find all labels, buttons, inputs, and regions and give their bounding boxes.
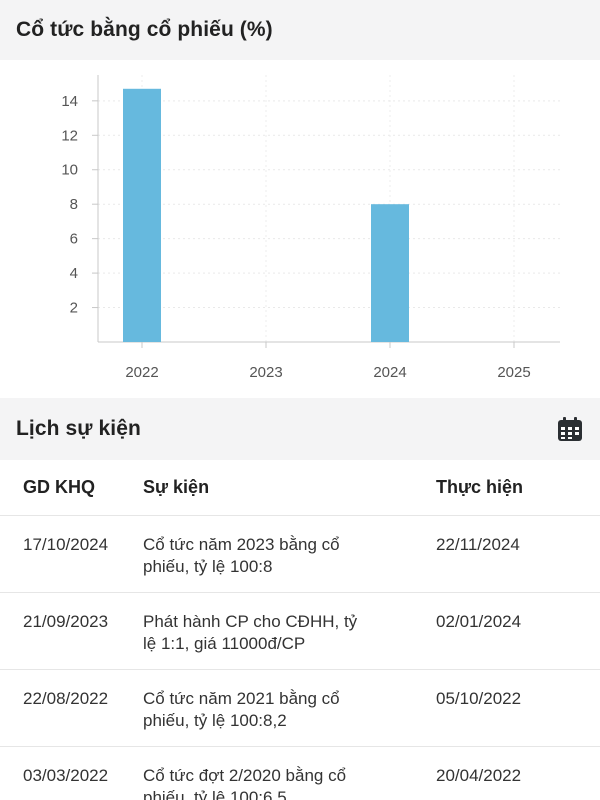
row-date: 21/09/2023	[23, 612, 109, 631]
row-event-line: lệ 1:1, giá 11000đ/CP	[143, 634, 306, 653]
row-event: Cổ tức năm 2023 bằng cổ phiếu, tỷ lệ 100…	[143, 534, 413, 592]
x-tick-label: 2023	[249, 364, 282, 381]
column-header-su-kien: Sự kiện	[143, 477, 210, 497]
x-tick-label: 2024	[373, 364, 406, 381]
row-event-line: Cổ tức đợt 2/2020 bằng cổ	[143, 766, 347, 785]
row-event-line: phiếu, tỷ lệ 100:8,2	[143, 711, 287, 730]
y-tick-label: 14	[61, 93, 78, 110]
row-done-date: 02/01/2024	[436, 612, 522, 631]
table-row[interactable]: 22/08/2022 Cổ tức năm 2021 bằng cổ phiếu…	[0, 670, 600, 747]
table-row[interactable]: 21/09/2023 Phát hành CP cho CĐHH, tỷ lệ …	[0, 593, 600, 670]
y-tick-label: 2	[70, 300, 78, 317]
table-row[interactable]: 17/10/2024 Cổ tức năm 2023 bằng cổ phiếu…	[0, 516, 600, 593]
column-header-thuc-hien: Thực hiện	[436, 477, 524, 497]
events-section-header: Lịch sự kiện	[0, 398, 600, 460]
row-event-line: phiếu, tỷ lệ 100:8	[143, 557, 273, 576]
events-table: GD KHQ Sự kiện Thực hiện 17/10/2024 Cổ t…	[0, 460, 600, 800]
row-event-line: Phát hành CP cho CĐHH, tỷ	[143, 612, 358, 631]
events-title: Lịch sự kiện	[16, 417, 141, 440]
row-event: Phát hành CP cho CĐHH, tỷ lệ 1:1, giá 11…	[143, 611, 413, 669]
calendar-icon[interactable]	[556, 415, 584, 443]
y-tick-label: 10	[61, 162, 78, 179]
row-event: Cổ tức năm 2021 bằng cổ phiếu, tỷ lệ 100…	[143, 688, 413, 746]
row-done-date: 05/10/2022	[436, 689, 522, 708]
dividend-chart: 2 4 6 8 10 12 14 2022 2023 2024 2025	[0, 60, 600, 398]
row-event-line: Cổ tức năm 2023 bằng cổ	[143, 535, 340, 554]
bar-2022[interactable]	[123, 88, 161, 343]
row-date: 17/10/2024	[23, 535, 109, 554]
y-tick-label: 12	[61, 127, 78, 144]
y-tick-label: 6	[70, 231, 78, 248]
bar-2024[interactable]	[371, 204, 409, 342]
x-tick-label: 2022	[125, 364, 158, 381]
x-tick-label: 2025	[497, 364, 530, 381]
y-tick-label: 4	[70, 265, 78, 282]
row-date: 03/03/2022	[23, 766, 109, 785]
row-date: 22/08/2022	[23, 689, 109, 708]
table-row[interactable]: 03/03/2022 Cổ tức đợt 2/2020 bằng cổ phi…	[0, 747, 600, 800]
row-event: Cổ tức đợt 2/2020 bằng cổ phiếu, tỷ lệ 1…	[143, 765, 413, 800]
row-done-date: 22/11/2024	[436, 535, 520, 554]
column-header-gd-khq: GD KHQ	[23, 477, 95, 497]
table-header-row: GD KHQ Sự kiện Thực hiện	[0, 460, 600, 516]
dividend-chart-svg: 2 4 6 8 10 12 14 2022 2023 2024 2025	[61, 75, 560, 381]
row-done-date: 20/04/2022	[436, 766, 522, 785]
dividend-section-header: Cổ tức bằng cổ phiếu (%)	[0, 0, 600, 60]
y-tick-label: 8	[70, 196, 78, 213]
row-event-line: Cổ tức năm 2021 bằng cổ	[143, 689, 340, 708]
dividend-title: Cổ tức bằng cổ phiếu (%)	[16, 18, 273, 41]
row-event-line: phiếu, tỷ lệ 100:6,5	[143, 788, 287, 800]
